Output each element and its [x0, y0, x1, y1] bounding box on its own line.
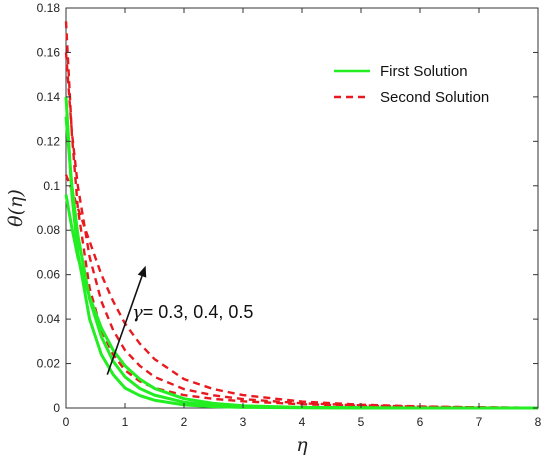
x-axis-label: η: [296, 434, 308, 456]
series-line-second-solution-gamma-0-3: [64, 21, 539, 409]
gamma-annotation: γ= 0.3, 0.4, 0.5: [106, 265, 253, 375]
y-tick-label: 0.04: [37, 312, 61, 326]
y-tick-label: 0.12: [37, 134, 61, 148]
x-tick-label: 8: [535, 415, 542, 429]
x-tick-label: 3: [240, 415, 247, 429]
legend: First Solution Second Solution: [326, 54, 522, 112]
legend-box: [326, 54, 522, 112]
legend-label-second-solution: Second Solution: [380, 89, 489, 106]
series-line-first-solution-gamma-0-5: [64, 194, 538, 410]
series-line-second-solution-gamma-0-5: [64, 174, 539, 409]
y-axis-label: θ(η): [5, 189, 27, 227]
tick-layer: 0 1 2 3 4 5 6 7 8 0 0.02 0.04 0.06 0.08 0.1 0.12 0.14 0.1…: [37, 1, 542, 429]
y-tick-label: 0.02: [37, 357, 61, 371]
x-tick-label: 2: [181, 415, 188, 429]
x-tick-label: 1: [122, 415, 129, 429]
annotation-label: γ= 0.3, 0.4, 0.5: [132, 302, 253, 323]
annotation-gamma-values: = 0.3, 0.4, 0.5: [143, 302, 254, 322]
series-layer: [64, 21, 539, 410]
x-tick-label: 0: [63, 415, 70, 429]
annotation-arrow: [106, 275, 143, 375]
legend-label-first-solution: First Solution: [380, 63, 468, 80]
y-tick-label: 0: [53, 401, 60, 415]
y-tick-label: 0.14: [37, 90, 61, 104]
y-tick-label: 0.08: [37, 223, 61, 237]
x-tick-label: 6: [417, 415, 424, 429]
annotation-gamma-symbol: γ: [132, 302, 143, 323]
y-tick-label: 0.1: [43, 179, 60, 193]
annotation-arrowhead: [137, 265, 147, 278]
y-tick-label: 0.16: [37, 45, 61, 59]
x-tick-label: 5: [358, 415, 365, 429]
y-tick-label: 0.06: [37, 268, 61, 282]
x-tick-label: 7: [476, 415, 483, 429]
y-tick-label: 0.18: [37, 1, 61, 15]
x-tick-label: 4: [299, 415, 306, 429]
